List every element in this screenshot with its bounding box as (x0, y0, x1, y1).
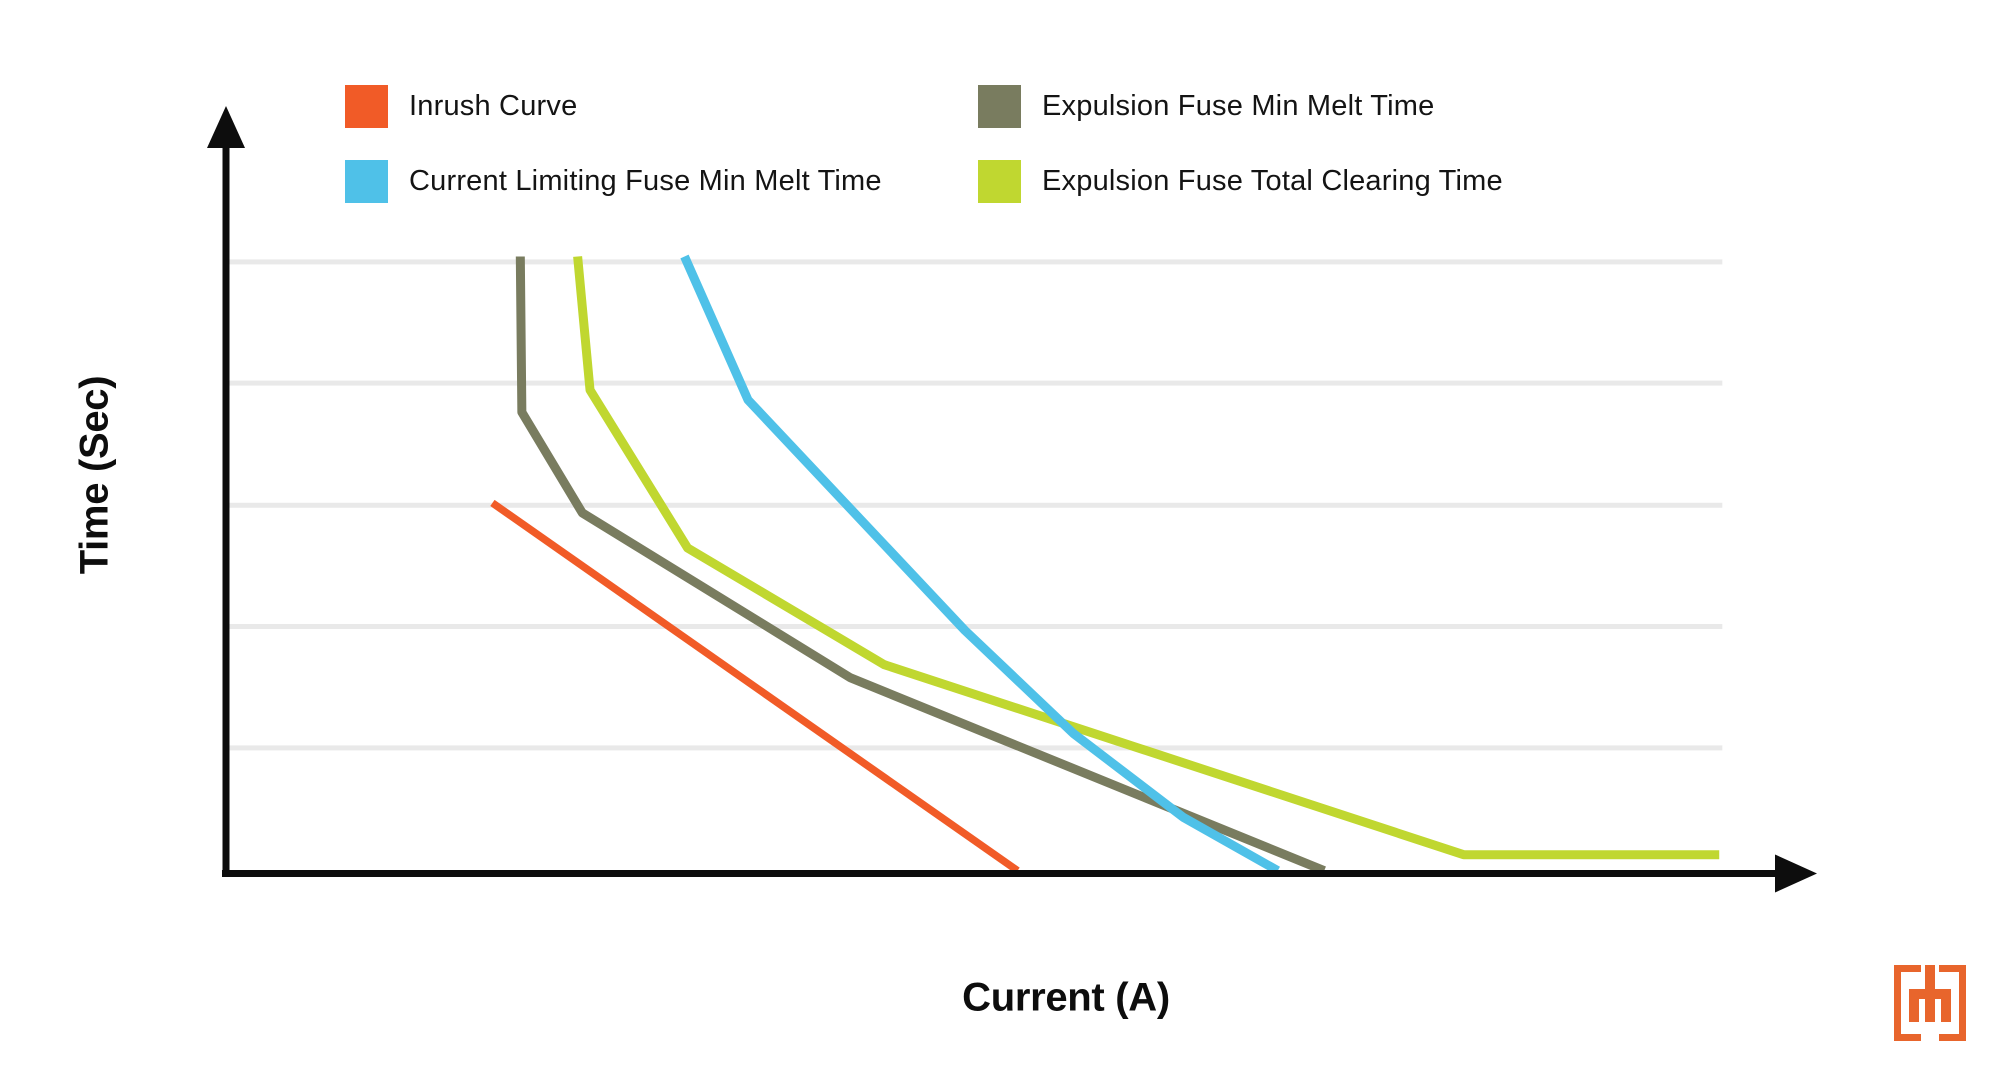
legend-label: Current Limiting Fuse Min Melt Time (409, 165, 882, 197)
x-axis-label: Current (A) (962, 975, 1170, 1020)
legend-item-expulsion-total-clearing: Expulsion Fuse Total Clearing Time (978, 160, 1503, 203)
legend-swatch-current-limiting (345, 160, 388, 203)
legend-item-expulsion-min-melt: Expulsion Fuse Min Melt Time (978, 85, 1434, 128)
y-axis-arrow-icon (207, 106, 245, 148)
legend-swatch-expulsion-total-clearing (978, 160, 1021, 203)
curve-inrush (490, 499, 1020, 874)
axes (207, 106, 1817, 893)
y-axis-label: Time (Sec) (72, 375, 117, 575)
curve-current-limiting (680, 254, 1280, 875)
brand-logo (1894, 965, 1966, 1041)
legend-swatch-inrush (345, 85, 388, 128)
legend-item-inrush: Inrush Curve (345, 85, 577, 128)
curve-expulsion-total-clearing (573, 256, 1720, 860)
legend-label: Inrush Curve (409, 90, 578, 122)
curve-expulsion-min-melt (515, 256, 1326, 875)
curve-series-group (490, 254, 1720, 875)
legend-label: Expulsion Fuse Total Clearing Time (1042, 165, 1503, 197)
legend-item-current-limiting: Current Limiting Fuse Min Melt Time (345, 160, 882, 203)
x-axis-arrow-icon (1775, 854, 1817, 893)
legend-swatch-expulsion-min-melt (978, 85, 1021, 128)
m-bracket-logo-icon (1894, 965, 1966, 1041)
legend-label: Expulsion Fuse Min Melt Time (1042, 90, 1435, 122)
gridlines (226, 259, 1723, 751)
